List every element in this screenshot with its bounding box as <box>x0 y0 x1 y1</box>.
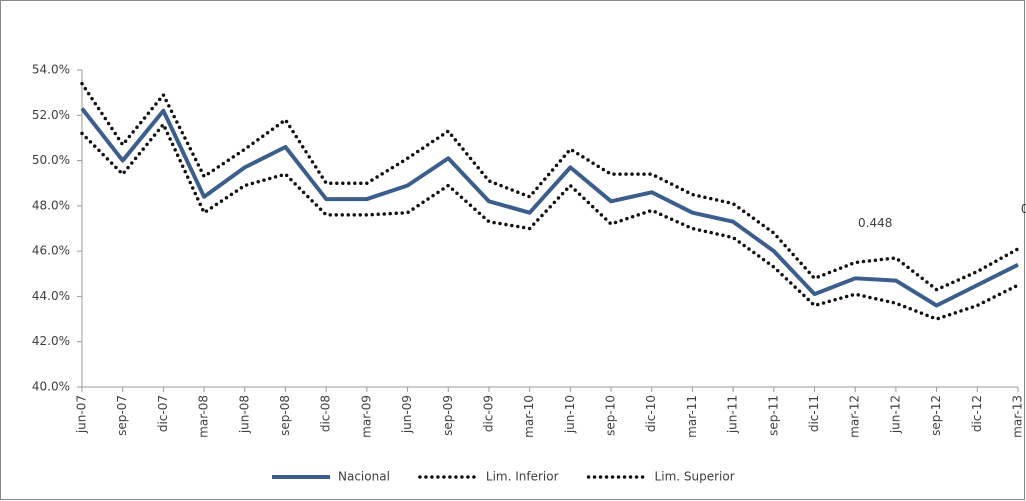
x-tick-label: mar-08 <box>197 395 211 438</box>
legend-label: Nacional <box>338 470 390 484</box>
x-tick-label: jun-08 <box>237 395 251 434</box>
x-tick-label: dic-11 <box>807 395 821 432</box>
data-label: 0.454 <box>1021 202 1026 216</box>
x-tick-label: jun-07 <box>75 395 89 434</box>
x-tick-label: dic-07 <box>156 395 170 432</box>
series-line <box>80 121 1020 321</box>
x-tick-label: dic-12 <box>970 395 984 432</box>
y-tick-label: 44.0% <box>32 289 70 303</box>
x-tick-label: sep-12 <box>929 395 943 436</box>
x-tick-label: jun-09 <box>400 395 414 434</box>
y-tick-label: 54.0% <box>32 63 70 77</box>
x-tick-label: sep-11 <box>766 395 780 436</box>
legend-label: Lim. Inferior <box>486 470 559 484</box>
x-tick-label: mar-13 <box>1011 395 1025 438</box>
y-tick-label: 40.0% <box>32 380 70 394</box>
x-tick-label: mar-12 <box>848 395 862 438</box>
x-tick-label: dic-10 <box>644 395 658 432</box>
legend-label: Lim. Superior <box>655 470 735 484</box>
series-line <box>80 81 1020 292</box>
x-tick-label: jun-10 <box>563 395 577 434</box>
x-tick-label: jun-12 <box>888 395 902 434</box>
x-tick-label: sep-10 <box>604 395 618 436</box>
x-tick-label: mar-10 <box>522 395 536 438</box>
x-tick-label: mar-09 <box>359 395 373 438</box>
x-tick-label: mar-11 <box>685 395 699 438</box>
y-tick-label: 42.0% <box>32 334 70 348</box>
y-tick-label: 50.0% <box>32 153 70 167</box>
data-label: 0.448 <box>858 216 892 230</box>
series-line <box>80 107 1019 308</box>
x-tick-label: jun-11 <box>726 395 740 434</box>
x-tick-label: sep-08 <box>278 395 292 436</box>
x-tick-label: sep-09 <box>441 395 455 436</box>
x-tick-label: dic-09 <box>481 395 495 432</box>
y-tick-label: 52.0% <box>32 108 70 122</box>
x-tick-label: dic-08 <box>319 395 333 432</box>
y-tick-label: 46.0% <box>32 244 70 258</box>
y-tick-label: 48.0% <box>32 198 70 212</box>
x-tick-label: sep-07 <box>115 395 129 436</box>
